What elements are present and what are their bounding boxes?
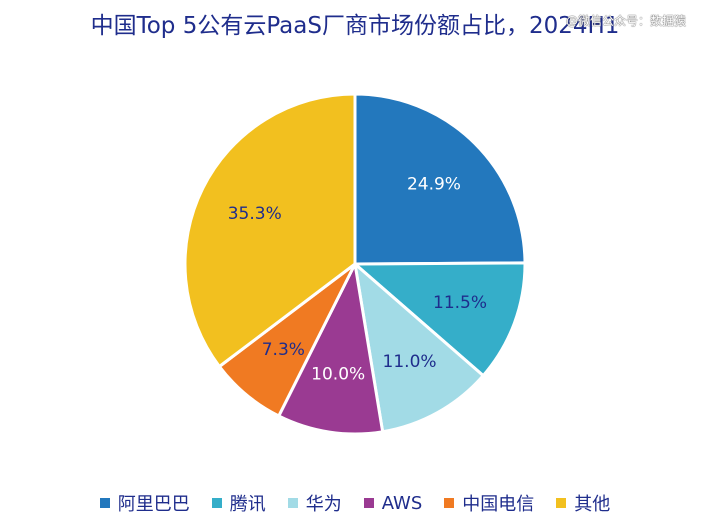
chart-title: 中国Top 5公有云PaaS厂商市场份额占比，2024H1 bbox=[90, 13, 620, 39]
legend-swatch bbox=[99, 498, 110, 508]
pie-label-6: 35.3% bbox=[228, 204, 282, 224]
legend-label: 中国电信 bbox=[462, 494, 535, 515]
legend-swatch bbox=[211, 498, 222, 508]
pie-slice-6 bbox=[183, 92, 357, 368]
pie-label-5: 7.3% bbox=[262, 340, 305, 360]
pie-label-4: 10.0% bbox=[311, 365, 365, 385]
legend-item-3: 华为 bbox=[287, 490, 342, 516]
pie-slice-3 bbox=[353, 262, 485, 434]
legend-label: 华为 bbox=[305, 494, 342, 515]
legend-swatch bbox=[363, 498, 374, 508]
pie-label-3: 11.0% bbox=[383, 352, 437, 372]
legend-label: 腾讯 bbox=[229, 494, 266, 515]
pie-label-2: 11.5% bbox=[433, 293, 487, 313]
legend-label: AWS bbox=[381, 492, 423, 514]
legend-swatch bbox=[556, 498, 567, 508]
legend-swatch bbox=[287, 498, 298, 508]
watermark: @微信公众号：数据猿 bbox=[566, 14, 687, 28]
pie-slice-2 bbox=[353, 261, 527, 378]
legend-item-6: 其他 bbox=[556, 490, 610, 516]
legend-item-2: 腾讯 bbox=[211, 490, 266, 516]
legend-item-4: AWS bbox=[363, 490, 423, 516]
legend-label: 其他 bbox=[574, 494, 611, 515]
pie-slice-1 bbox=[353, 92, 527, 266]
pie-chart: 24.9% 11.5% 11.0% 10.0% 7.3% 35.3% bbox=[183, 92, 527, 436]
legend: 阿里巴巴 腾讯 华为 AWS 中国电信 其他 bbox=[0, 490, 710, 516]
pie-label-1: 24.9% bbox=[407, 175, 461, 195]
pie-labels: 24.9% 11.5% 11.0% 10.0% 7.3% 35.3% bbox=[228, 175, 487, 385]
legend-swatch bbox=[444, 498, 455, 508]
pie-slices bbox=[183, 92, 527, 436]
pie-slice-4 bbox=[277, 262, 385, 436]
legend-item-1: 阿里巴巴 bbox=[99, 490, 190, 516]
legend-item-5: 中国电信 bbox=[444, 490, 534, 516]
legend-label: 阿里巴巴 bbox=[117, 494, 190, 515]
